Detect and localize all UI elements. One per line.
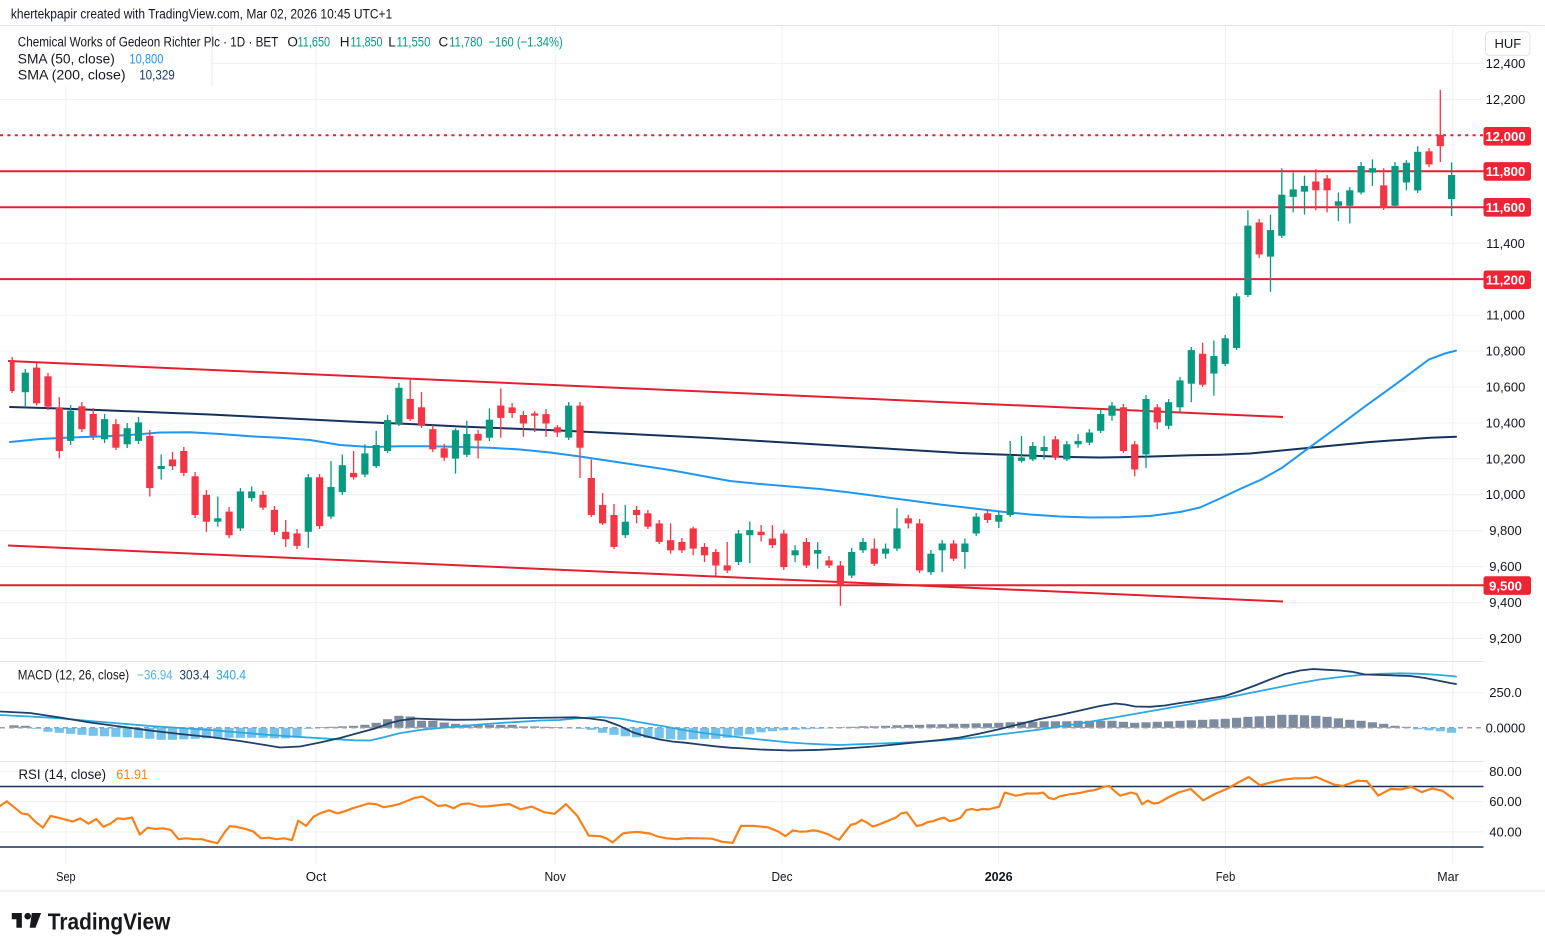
svg-text:10,329: 10,329: [139, 68, 175, 83]
svg-text:11,850: 11,850: [351, 34, 383, 49]
svg-text:12,200: 12,200: [1486, 92, 1526, 107]
svg-text:HUF: HUF: [1494, 36, 1521, 51]
svg-text:12,000: 12,000: [1485, 129, 1525, 144]
svg-text:TradingView: TradingView: [48, 909, 171, 935]
svg-text:250.0: 250.0: [1489, 685, 1522, 700]
svg-text:340.4: 340.4: [216, 668, 246, 683]
svg-text:80.00: 80.00: [1489, 764, 1522, 779]
svg-text:9,200: 9,200: [1489, 631, 1522, 646]
svg-text:303.4: 303.4: [179, 668, 209, 683]
svg-text:11,550: 11,550: [397, 34, 431, 49]
svg-text:SMA (50, close): SMA (50, close): [18, 51, 115, 66]
svg-text:9,800: 9,800: [1489, 523, 1522, 538]
svg-text:11,650: 11,650: [298, 34, 331, 49]
svg-text:9,500: 9,500: [1489, 578, 1522, 593]
svg-text:−160 (−1.34%): −160 (−1.34%): [489, 34, 563, 49]
svg-text:11,400: 11,400: [1486, 236, 1525, 251]
svg-text:MACD (12, 26, close): MACD (12, 26, close): [18, 668, 129, 683]
svg-text:10,200: 10,200: [1486, 451, 1526, 466]
svg-text:2026: 2026: [985, 869, 1013, 884]
svg-text:10,800: 10,800: [1486, 344, 1526, 359]
svg-text:10,400: 10,400: [1486, 415, 1526, 430]
svg-text:10,600: 10,600: [1486, 380, 1526, 395]
svg-text:L: L: [388, 34, 396, 49]
svg-text:−36.94: −36.94: [137, 668, 173, 683]
svg-text:9,400: 9,400: [1489, 595, 1522, 610]
svg-text:Chemical Works of Gedeon Richt: Chemical Works of Gedeon Richter Plc · 1…: [18, 34, 279, 49]
svg-text:H: H: [340, 34, 350, 49]
svg-text:C: C: [439, 34, 449, 49]
svg-text:Oct: Oct: [306, 869, 327, 884]
svg-text:SMA (200, close): SMA (200, close): [18, 68, 126, 83]
svg-text:0.0000: 0.0000: [1486, 720, 1526, 735]
svg-text:9,600: 9,600: [1489, 559, 1522, 574]
svg-text:khertekpapir created with Trad: khertekpapir created with TradingView.co…: [11, 6, 392, 21]
svg-text:Nov: Nov: [544, 869, 566, 884]
svg-text:12,400: 12,400: [1486, 56, 1526, 71]
svg-text:61.91: 61.91: [116, 767, 148, 782]
svg-text:O: O: [287, 34, 298, 49]
svg-text:Sep: Sep: [56, 869, 76, 884]
svg-text:60.00: 60.00: [1489, 794, 1522, 809]
svg-text:11,780: 11,780: [449, 34, 482, 49]
svg-text:11,600: 11,600: [1486, 200, 1526, 215]
svg-text:11,000: 11,000: [1486, 308, 1525, 323]
svg-text:RSI (14, close): RSI (14, close): [19, 767, 107, 782]
svg-text:11,200: 11,200: [1486, 273, 1526, 288]
svg-text:10,000: 10,000: [1486, 487, 1526, 502]
svg-text:40.00: 40.00: [1489, 825, 1522, 840]
svg-text:Mar: Mar: [1437, 869, 1459, 884]
svg-text:11,800: 11,800: [1486, 164, 1526, 179]
svg-text:Feb: Feb: [1216, 869, 1236, 884]
svg-text:10,800: 10,800: [129, 51, 163, 66]
svg-text:Dec: Dec: [772, 869, 793, 884]
